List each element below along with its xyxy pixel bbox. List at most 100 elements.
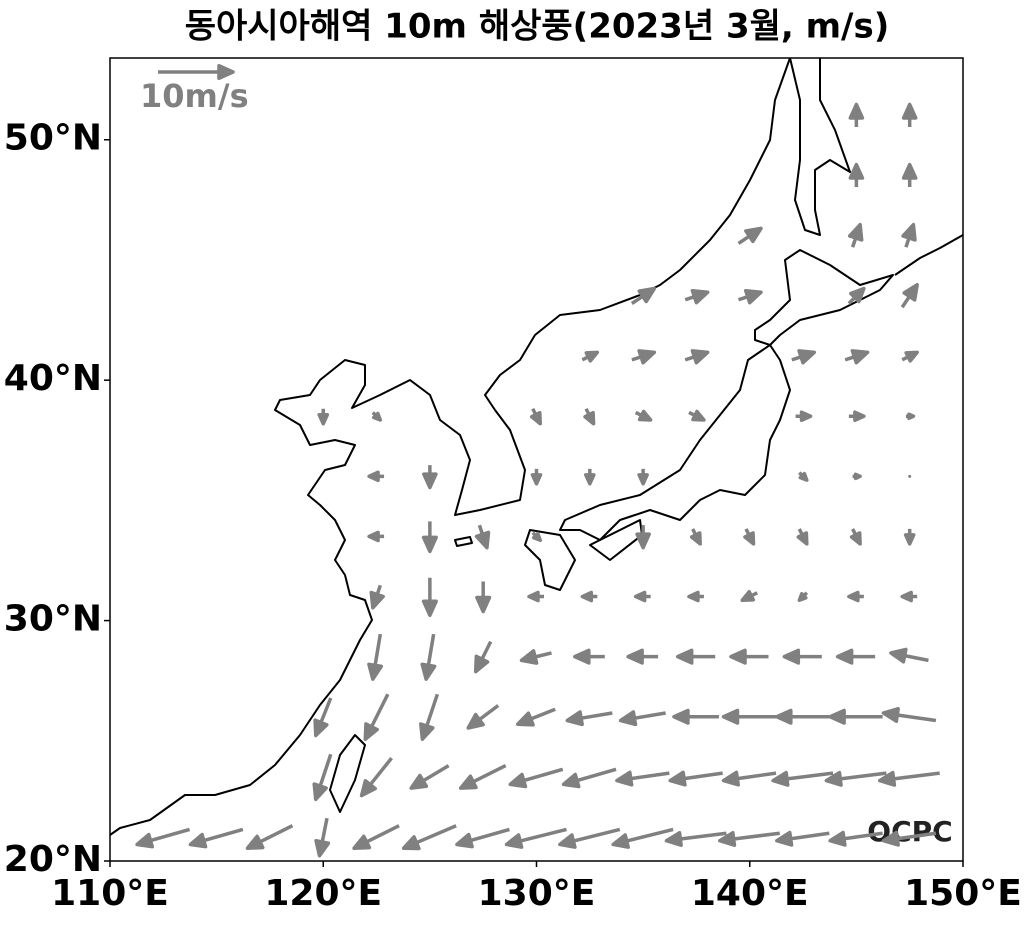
wind-vector xyxy=(847,286,866,305)
coastlines xyxy=(109,57,964,836)
wind-vector xyxy=(737,226,763,245)
wind-vector xyxy=(687,590,704,603)
wind-vector xyxy=(314,817,331,858)
wind-vector xyxy=(795,410,813,423)
wind-vector xyxy=(363,693,390,741)
wind-vector xyxy=(371,411,383,422)
wind-vector xyxy=(877,770,940,787)
key-label: 10m/s xyxy=(140,77,249,115)
wind-vector xyxy=(631,349,657,365)
wind-vector xyxy=(529,407,542,426)
wind-vector xyxy=(848,410,866,423)
wind-vector xyxy=(721,708,776,725)
wind-vector xyxy=(844,349,870,365)
wind-vector xyxy=(188,827,244,849)
coastline-mainland xyxy=(109,57,791,836)
wind-vector xyxy=(848,102,865,127)
wind-vector xyxy=(835,648,876,665)
wind-vector xyxy=(455,827,510,849)
wind-vector xyxy=(580,590,598,603)
y-tick-label: 20°N xyxy=(4,839,102,880)
key-arrow xyxy=(158,63,235,81)
x-tick-label: 110°E xyxy=(51,873,169,914)
wind-vector xyxy=(581,350,600,363)
map-title: 동아시아해역 10m 해상풍(2023년 3월, m/s) xyxy=(185,7,890,47)
wind-vector xyxy=(135,827,191,849)
coastline-kamchatka-kurils xyxy=(894,234,964,276)
wind-vector xyxy=(664,830,727,847)
wind-vector xyxy=(889,647,929,664)
coastline-sakhalin xyxy=(789,57,851,236)
wind-vector xyxy=(615,770,670,787)
wind-vector xyxy=(466,704,500,730)
wind-vector xyxy=(743,528,756,546)
wind-vector xyxy=(573,648,605,665)
coastline-kyushu xyxy=(524,529,576,591)
wind-vector xyxy=(689,528,702,546)
wind-vector xyxy=(422,465,438,490)
wind-vector xyxy=(684,349,710,365)
wind-vector xyxy=(630,286,657,305)
wind-vector xyxy=(458,764,507,790)
wind-vector xyxy=(675,648,716,665)
wind-vector xyxy=(611,827,674,849)
coastline-shikoku xyxy=(589,519,643,561)
wind-vector xyxy=(420,633,437,681)
credit-watermark: OCPC xyxy=(867,815,952,848)
wind-vector xyxy=(668,770,723,787)
wind-vector xyxy=(475,581,492,614)
wind-vector xyxy=(718,830,780,847)
wind-vector xyxy=(419,693,440,741)
wind-vector xyxy=(901,350,919,363)
wind-vector xyxy=(473,640,493,674)
wind-vector xyxy=(245,824,294,850)
wind-vector xyxy=(782,648,822,665)
coastline-taiwan xyxy=(329,734,366,813)
wind-vector xyxy=(797,591,809,603)
wind-vector xyxy=(798,471,809,482)
wind-vector xyxy=(729,648,769,665)
wind-vector xyxy=(530,468,543,486)
wind-vector xyxy=(626,648,659,665)
wind-vector xyxy=(828,830,883,847)
wind-vector xyxy=(775,830,830,847)
wind-vector xyxy=(848,162,865,188)
wind-vector xyxy=(849,528,862,546)
wind-vector xyxy=(565,710,613,727)
wind-vector xyxy=(527,590,544,603)
wind-vector xyxy=(421,577,438,618)
wind-vector xyxy=(359,757,393,798)
wind-vector xyxy=(584,468,596,486)
y-tick-label: 50°N xyxy=(4,118,102,159)
map-frame xyxy=(109,57,964,862)
wind-vector xyxy=(901,222,917,248)
wind-vector xyxy=(905,412,916,420)
coastline-honshu xyxy=(559,344,791,541)
wind-vector xyxy=(558,827,621,849)
wind-vector xyxy=(721,770,777,787)
wind-vector xyxy=(908,474,912,478)
wind-vector xyxy=(881,706,937,723)
wind-vector xyxy=(561,767,617,789)
y-tick-label: 40°N xyxy=(4,358,102,399)
wind-vector xyxy=(313,697,333,738)
wind-vector xyxy=(367,530,385,543)
wind-vector xyxy=(367,470,385,483)
wind-vector xyxy=(900,283,919,309)
coastline-hokkaido xyxy=(754,249,894,346)
wind-vector xyxy=(672,708,719,725)
wind-vector xyxy=(633,590,651,603)
wind-vector xyxy=(847,222,864,248)
wind-vector xyxy=(421,521,438,554)
wind-vector xyxy=(634,409,653,422)
wind-vector xyxy=(900,590,918,603)
wind-vector xyxy=(824,770,887,787)
wind-vector xyxy=(401,824,457,851)
wind-vector xyxy=(852,472,862,481)
wind-vector xyxy=(901,102,918,127)
wind-vector xyxy=(367,633,384,681)
wind-vector xyxy=(740,589,759,603)
wind-vector xyxy=(474,524,491,550)
wind-vector xyxy=(312,753,333,802)
wind-vector xyxy=(637,468,649,486)
